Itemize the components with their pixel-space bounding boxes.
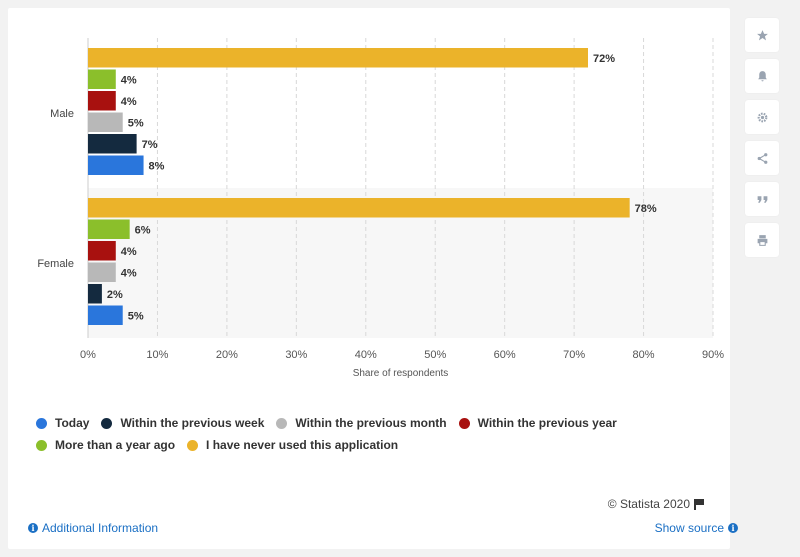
category-label: Female (37, 258, 74, 270)
legend-dot-icon (101, 417, 113, 429)
data-label: 8% (149, 160, 165, 172)
bar-female-3 (88, 262, 116, 282)
show-source-label: Show source (654, 521, 724, 535)
legend-label: Today (55, 416, 90, 430)
show-source-link[interactable]: Show source i (655, 521, 738, 535)
data-label: 72% (593, 53, 615, 65)
x-tick-label: 60% (494, 349, 516, 361)
bar-chart: 72% 4% 4% 5% 7% 8% Male 78% 6% 4% 4% 2% 5% Female 0% 10… (37, 38, 724, 379)
bell-icon (757, 70, 767, 81)
flag-icon[interactable] (694, 499, 704, 510)
legend-label: Within the previous month (295, 416, 447, 430)
legend-dot-icon (36, 417, 47, 429)
bar-female-4 (88, 284, 102, 304)
x-tick-label: 30% (285, 349, 307, 361)
info-icon: i (728, 523, 738, 533)
legend-label: Within the previous year (477, 416, 617, 430)
bar-male-2 (88, 91, 116, 111)
copyright[interactable]: © Statista 2020 (608, 497, 704, 511)
gear-icon (757, 112, 767, 122)
legend-item-more-than-year[interactable]: More than a year ago (36, 434, 175, 456)
legend-item-never-used[interactable]: I have never used this application (187, 434, 398, 456)
additional-information-link[interactable]: i Additional Information (28, 521, 158, 535)
data-label: 5% (128, 117, 144, 129)
bar-female-5 (88, 305, 123, 325)
additional-information-label: Additional Information (42, 521, 159, 535)
x-tick-label: 40% (355, 349, 377, 361)
legend: Today Within the previous week Within th… (36, 412, 726, 456)
legend-dot-icon (36, 439, 47, 451)
data-label: 7% (142, 139, 158, 151)
bar-female-1 (88, 219, 130, 239)
legend-row-2: More than a year ago I have never used t… (36, 434, 726, 456)
cite-button[interactable] (745, 182, 779, 216)
bar-male-3 (88, 112, 123, 132)
sidebar-toolbar (745, 18, 779, 264)
data-label: 6% (135, 224, 151, 236)
x-tick-label: 20% (216, 349, 238, 361)
bar-male-1 (88, 69, 116, 89)
info-icon: i (28, 523, 38, 533)
print-button[interactable] (745, 223, 779, 257)
copyright-text: © Statista 2020 (607, 497, 690, 511)
x-tick-label: 50% (424, 349, 446, 361)
legend-label: I have never used this application (206, 438, 399, 452)
share-icon (757, 152, 767, 164)
share-button[interactable] (745, 141, 779, 175)
data-label: 5% (128, 310, 144, 322)
x-tick-label: 0% (80, 349, 96, 361)
category-label: Male (50, 108, 74, 120)
settings-button[interactable] (745, 100, 779, 134)
bar-male-5 (88, 155, 144, 175)
x-tick-label: 70% (563, 349, 585, 361)
bar-female-0 (88, 198, 630, 218)
legend-row-1: Today Within the previous week Within th… (36, 412, 726, 434)
bar-female-2 (88, 241, 116, 261)
legend-label: Within the previous week (120, 416, 265, 430)
data-label: 4% (121, 96, 137, 108)
legend-dot-icon (276, 417, 288, 429)
quote-icon (757, 195, 767, 203)
chart-card: 72% 4% 4% 5% 7% 8% Male 78% 6% 4% 4% 2% 5% Female 0% 10… (8, 8, 738, 549)
legend-item-previous-month[interactable]: Within the previous month (276, 412, 447, 434)
star-icon (756, 29, 768, 40)
bar-male-4 (88, 134, 137, 154)
favorite-button[interactable] (745, 18, 779, 52)
legend-item-previous-week[interactable]: Within the previous week (101, 412, 264, 434)
legend-item-previous-year[interactable]: Within the previous year (458, 412, 617, 434)
legend-item-today[interactable]: Today (36, 412, 89, 434)
data-label: 4% (121, 267, 137, 279)
legend-dot-icon (458, 417, 470, 429)
data-label: 2% (107, 289, 123, 301)
legend-label: More than a year ago (55, 438, 176, 452)
bar-male-0 (88, 48, 588, 68)
data-label: 4% (121, 246, 137, 258)
notification-button[interactable] (745, 59, 779, 93)
data-label: 78% (635, 203, 657, 215)
print-icon (757, 234, 767, 246)
x-tick-label: 80% (633, 349, 655, 361)
data-label: 4% (121, 74, 137, 86)
x-tick-label: 10% (146, 349, 168, 361)
legend-dot-icon (187, 439, 199, 451)
x-tick-label: 90% (702, 349, 724, 361)
x-axis-title: Share of respondents (353, 368, 449, 379)
